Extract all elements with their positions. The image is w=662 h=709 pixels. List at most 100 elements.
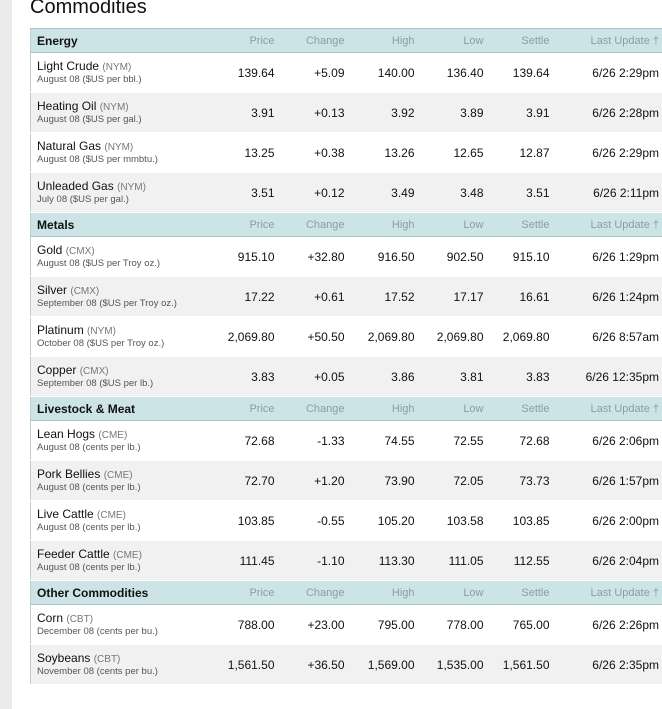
settle-cell: 1,561.50 [492,644,559,685]
price-cell: 139.64 [205,52,284,93]
change-cell: -1.10 [283,540,354,581]
table-row: Feeder Cattle (CME) August 08 (cents per … [30,540,662,581]
exchange-code: (CMX) [70,285,100,297]
commodity-name[interactable]: Lean Hogs [37,426,96,441]
low-cell: 12.65 [423,132,493,173]
commodity-name-cell: Gold (CMX) August 08 ($US per Troy oz.) [30,236,206,277]
exchange-code: (CME) [113,549,142,561]
change-cell: +0.05 [283,356,354,397]
section-header: Energy Price Change High Low Settle Last Updat… [30,28,662,53]
last-update-cell: 6/26 2:29pm [558,52,662,93]
commodity-name[interactable]: Natural Gas [37,138,102,153]
page: Commodities Energy Price Change High Low Sett… [12,0,662,709]
low-cell: 3.81 [423,356,493,397]
column-header-low: Low [423,212,493,237]
column-header-last-update[interactable]: Last Update † [558,396,662,421]
commodity-name-cell: Live Cattle (CME) August 08 (cents per lb… [30,500,206,541]
contract-description: August 08 ($US per Troy oz.) [37,257,161,269]
column-header-settle: Settle [492,396,559,421]
commodity-name-cell: Copper (CMX) September 08 ($US per lb.) [30,356,206,397]
table-row: Pork Bellies (CME) August 08 (cents per l… [30,460,662,501]
high-cell: 73.90 [353,460,424,501]
last-update-cell: 6/26 2:11pm [558,172,662,213]
change-cell: +0.13 [283,92,354,133]
table-row: Light Crude (NYM) August 08 ($US per bbl.… [30,52,662,93]
price-cell: 111.45 [205,540,284,581]
column-header-settle: Settle [492,580,559,605]
section-title: Metals [30,212,206,237]
column-header-low: Low [423,396,493,421]
commodity-name-cell: Lean Hogs (CME) August 08 (cents per lb.) [30,420,206,461]
column-header-price: Price [205,212,284,237]
commodity-name[interactable]: Heating Oil [37,98,97,113]
change-cell: +50.50 [283,316,354,357]
exchange-code: (NYM) [117,181,146,193]
settle-cell: 112.55 [492,540,559,581]
last-update-cell: 6/26 2:26pm [558,604,662,645]
settle-cell: 72.68 [492,420,559,461]
commodity-name[interactable]: Live Cattle [37,506,94,521]
commodity-name-cell: Pork Bellies (CME) August 08 (cents per l… [30,460,206,501]
column-header-last-update[interactable]: Last Update † [558,28,662,53]
last-update-cell: 6/26 1:24pm [558,276,662,317]
contract-description: August 08 ($US per gal.) [37,113,142,125]
price-cell: 915.10 [205,236,284,277]
high-cell: 113.30 [353,540,424,581]
exchange-code: (NYM) [99,101,129,113]
low-cell: 111.05 [423,540,493,581]
settle-cell: 3.51 [492,172,559,213]
contract-description: September 08 ($US per Troy oz.) [37,297,177,309]
column-header-high: High [353,212,424,237]
low-cell: 103.58 [423,500,493,541]
table-row: Lean Hogs (CME) August 08 (cents per lb.)… [30,420,662,461]
commodity-name[interactable]: Unleaded Gas [37,178,114,193]
column-header-price: Price [205,396,284,421]
column-header-high: High [353,396,424,421]
change-cell: +23.00 [283,604,354,645]
column-header-last-update[interactable]: Last Update † [558,212,662,237]
high-cell: 795.00 [353,604,424,645]
commodity-name[interactable]: Platinum [37,322,84,337]
last-update-cell: 6/26 2:00pm [558,500,662,541]
column-header-change: Change [283,212,354,237]
price-cell: 1,561.50 [205,644,284,685]
low-cell: 902.50 [423,236,493,277]
change-cell: -0.55 [283,500,354,541]
settle-cell: 139.64 [492,52,559,93]
commodity-name-cell: Platinum (NYM) October 08 ($US per Troy o… [30,316,206,357]
commodity-name[interactable]: Light Crude [37,58,100,73]
last-update-cell: 6/26 2:04pm [558,540,662,581]
exchange-code: (NYM) [104,141,134,153]
exchange-code: (CBT) [66,613,94,625]
commodity-name[interactable]: Corn [37,610,64,625]
commodity-name[interactable]: Feeder Cattle [37,546,110,561]
high-cell: 3.49 [353,172,424,213]
low-cell: 3.89 [423,92,493,133]
high-cell: 17.52 [353,276,424,317]
commodity-name[interactable]: Soybeans [37,650,91,665]
commodity-name-cell: Natural Gas (NYM) August 08 ($US per mmbt… [30,132,206,173]
column-header-change: Change [283,580,354,605]
exchange-code: (CMX) [65,245,95,257]
commodity-name[interactable]: Pork Bellies [37,466,101,481]
last-update-cell: 6/26 8:57am [558,316,662,357]
section-header: Livestock & Meat Price Change High Low Settle… [30,396,662,421]
commodity-name[interactable]: Copper [37,362,77,377]
commodity-name-cell: Feeder Cattle (CME) August 08 (cents per … [30,540,206,581]
contract-description: December 08 (cents per bu.) [37,625,158,637]
commodity-name[interactable]: Silver [37,282,68,297]
low-cell: 2,069.80 [423,316,493,357]
change-cell: +0.38 [283,132,354,173]
price-cell: 2,069.80 [205,316,284,357]
settle-cell: 3.83 [492,356,559,397]
high-cell: 3.86 [353,356,424,397]
contract-description: August 08 (cents per lb.) [37,521,141,533]
contract-description: August 08 (cents per lb.) [37,481,141,493]
contract-description: October 08 ($US per Troy oz.) [37,337,165,349]
commodity-name[interactable]: Gold [37,242,63,257]
column-header-price: Price [205,28,284,53]
column-header-last-update[interactable]: Last Update † [558,580,662,605]
contract-description: September 08 ($US per lb.) [37,377,154,389]
table-row: Soybeans (CBT) November 08 (cents per bu.… [30,644,662,685]
last-update-cell: 6/26 2:06pm [558,420,662,461]
